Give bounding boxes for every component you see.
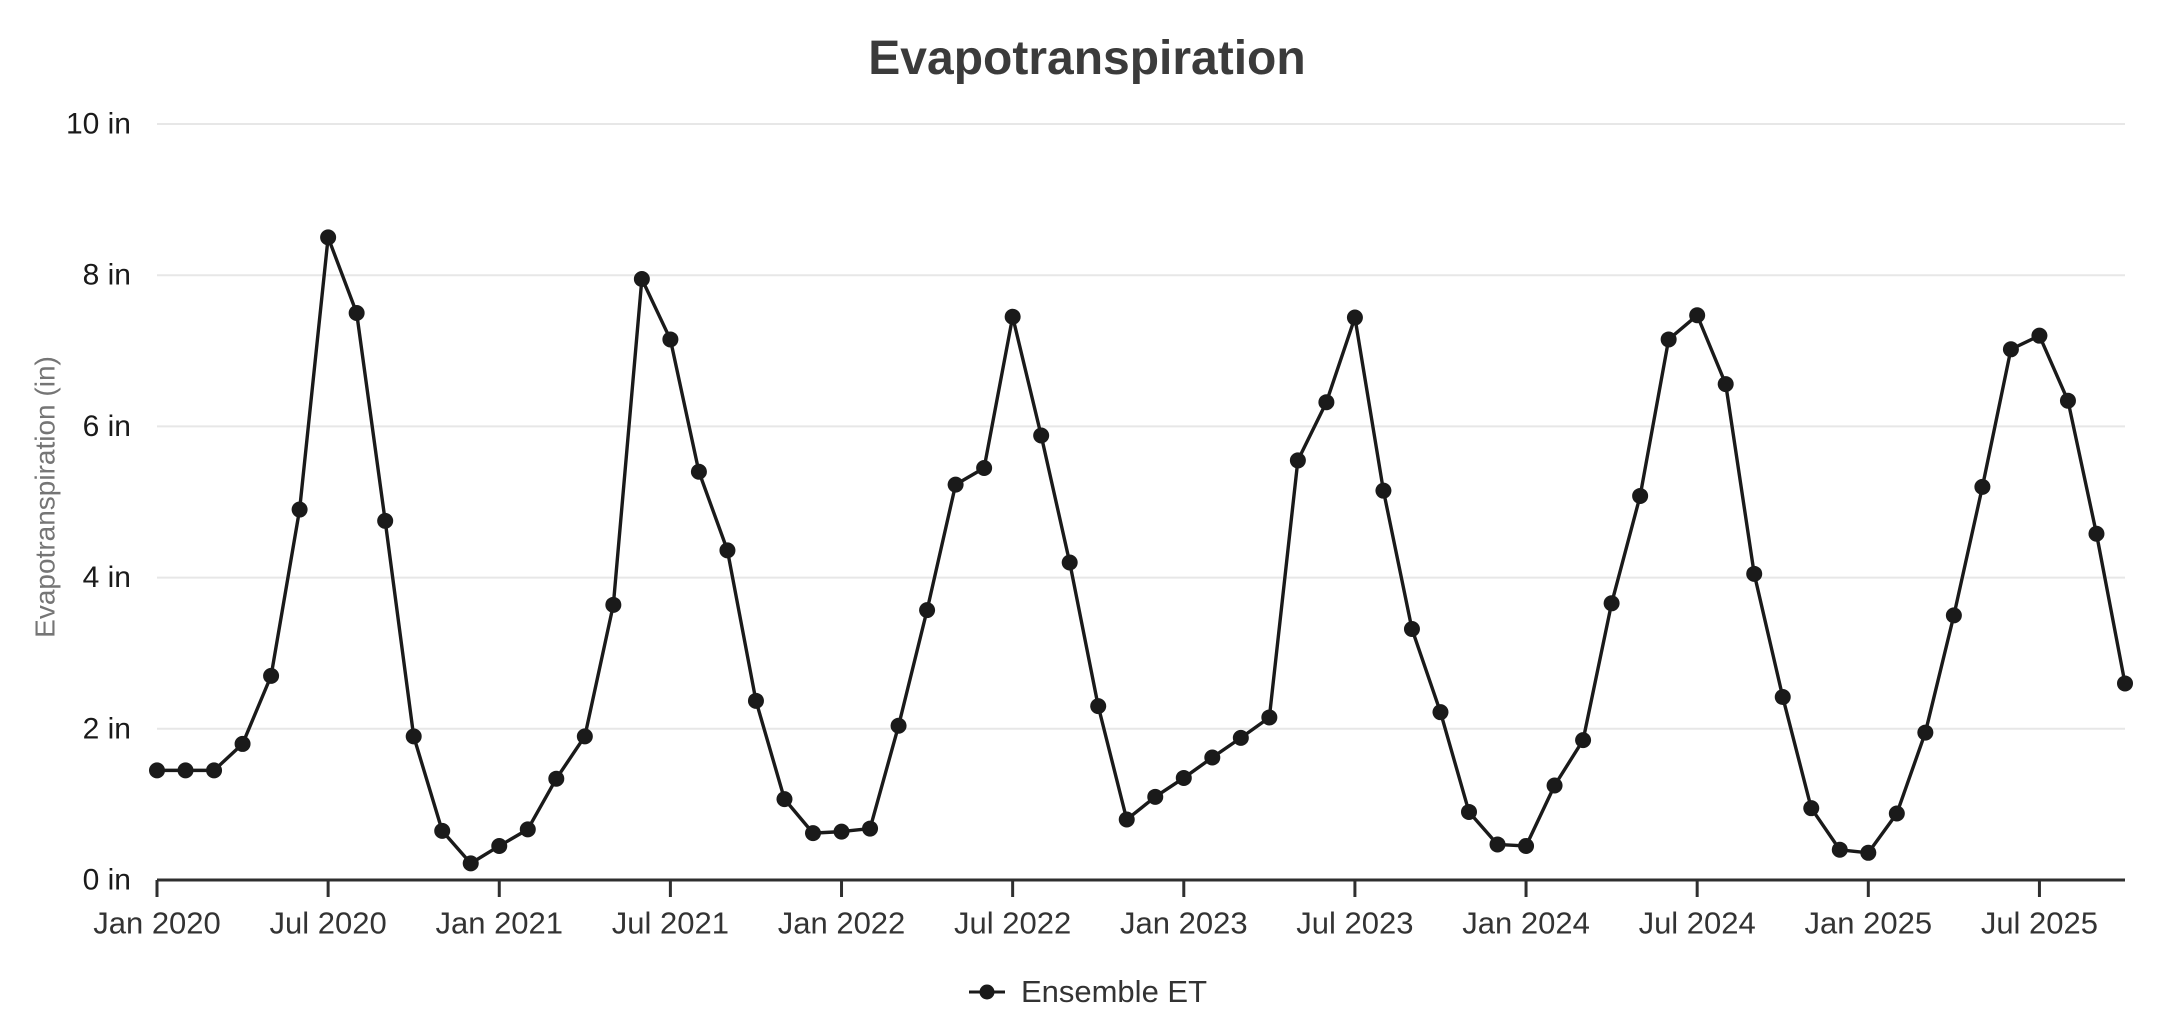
data-point xyxy=(1689,307,1706,324)
data-point xyxy=(1033,427,1050,444)
data-point xyxy=(1888,805,1905,822)
data-point xyxy=(491,837,508,854)
x-tick-label: Jul 2025 xyxy=(1981,906,2098,941)
data-point xyxy=(2088,525,2105,542)
x-tick-label: Jul 2020 xyxy=(270,906,387,941)
data-point xyxy=(348,305,365,321)
data-point xyxy=(263,667,280,684)
x-tick-label: Jul 2023 xyxy=(1296,906,1413,941)
data-point xyxy=(719,542,736,559)
data-point xyxy=(1461,803,1477,820)
data-point xyxy=(462,855,479,872)
y-tick-label: 6 in xyxy=(83,410,131,443)
x-tick-label: Jan 2025 xyxy=(1805,906,1933,941)
data-point xyxy=(1118,811,1135,828)
data-point xyxy=(1803,800,1820,817)
data-point xyxy=(605,596,622,613)
data-point xyxy=(377,512,394,529)
data-point xyxy=(234,735,251,752)
series-line-ensemble-et xyxy=(157,235,2127,866)
data-point xyxy=(1945,607,1962,624)
data-point xyxy=(2059,392,2076,409)
data-point xyxy=(291,501,308,518)
data-point xyxy=(919,602,936,619)
data-point xyxy=(947,476,964,493)
data-point xyxy=(1831,841,1848,858)
y-tick-label: 8 in xyxy=(83,259,131,292)
data-point xyxy=(1403,621,1420,638)
data-point xyxy=(976,459,993,476)
data-point xyxy=(1346,309,1363,326)
legend-item-ensemble-et[interactable]: Ensemble ET xyxy=(0,966,2174,1018)
y-tick-label: 0 in xyxy=(83,864,131,897)
data-point xyxy=(1375,482,1392,499)
data-point xyxy=(149,762,165,779)
data-point xyxy=(519,821,536,838)
data-point xyxy=(1204,749,1221,766)
x-tick-label: Jan 2023 xyxy=(1120,906,1248,941)
data-point xyxy=(890,717,907,734)
data-point xyxy=(2117,675,2133,692)
data-point xyxy=(405,728,422,745)
data-point xyxy=(747,692,764,709)
data-point xyxy=(1061,554,1078,571)
data-point xyxy=(1090,698,1107,715)
data-point xyxy=(662,331,679,348)
legend-label: Ensemble ET xyxy=(1020,974,1208,1009)
x-tick-label: Jan 2021 xyxy=(435,906,563,941)
data-point xyxy=(177,762,194,779)
x-tick-label: Jul 2021 xyxy=(612,906,729,941)
y-tick-label: 2 in xyxy=(83,712,131,745)
data-point xyxy=(320,229,337,246)
data-point xyxy=(1289,452,1306,469)
data-point xyxy=(1717,376,1734,393)
data-point xyxy=(805,825,821,842)
data-point xyxy=(1746,565,1763,582)
data-point xyxy=(1603,595,1620,612)
data-point xyxy=(1232,729,1249,746)
data-point xyxy=(1660,331,1677,348)
data-point xyxy=(1175,769,1192,786)
data-point xyxy=(576,728,593,745)
data-point xyxy=(833,823,850,840)
chart-title: Evapotranspiration xyxy=(868,32,1306,85)
data-point xyxy=(1974,478,1991,495)
data-point xyxy=(1489,836,1506,853)
data-point xyxy=(862,820,879,837)
legend-marker-icon xyxy=(968,984,1005,1000)
data-point xyxy=(1860,844,1877,861)
y-tick-label: 10 in xyxy=(66,108,131,141)
y-axis-label: Evapotranspiration (in) xyxy=(30,356,61,638)
data-point xyxy=(1774,689,1791,706)
data-point xyxy=(2002,341,2019,358)
data-point xyxy=(1147,788,1164,805)
data-point xyxy=(1518,837,1535,854)
data-point xyxy=(1917,724,1934,741)
data-point xyxy=(776,791,793,808)
data-point xyxy=(1261,709,1278,726)
data-point xyxy=(633,270,650,287)
data-point xyxy=(548,770,565,787)
data-point xyxy=(1318,394,1335,411)
x-tick-label: Jan 2020 xyxy=(93,906,221,941)
data-point xyxy=(1432,704,1449,721)
x-tick-label: Jan 2022 xyxy=(778,906,906,941)
data-point xyxy=(2031,327,2048,344)
data-point xyxy=(1632,487,1649,504)
data-point xyxy=(206,762,223,779)
x-tick-label: Jan 2024 xyxy=(1462,906,1590,941)
data-point xyxy=(1004,308,1021,325)
data-point xyxy=(434,822,451,839)
y-tick-label: 4 in xyxy=(83,561,131,594)
data-point xyxy=(1546,777,1563,794)
data-point xyxy=(1575,732,1592,749)
x-tick-label: Jul 2022 xyxy=(954,906,1071,941)
data-point xyxy=(690,463,707,480)
x-tick-label: Jul 2024 xyxy=(1639,906,1756,941)
